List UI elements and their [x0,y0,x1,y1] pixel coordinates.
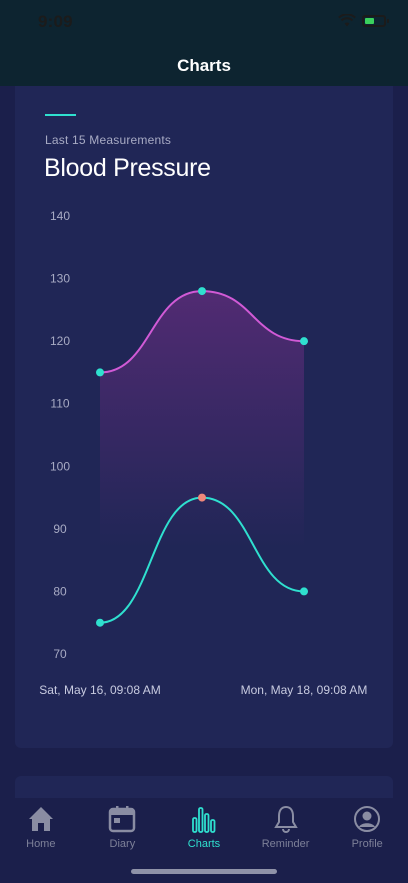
tab-reminder-label: Reminder [261,838,310,850]
status-time: 9:09 [38,12,73,31]
tab-diary[interactable]: Diary [82,798,164,883]
y-tick-label: 110 [50,397,69,411]
tab-charts-label: Charts [187,838,221,850]
battery-icon [362,14,389,27]
wifi-icon [338,14,356,27]
blood-pressure-chart: 140 130 120 110 100 90 80 70 Sat, May 16, 09:08… [39,209,368,697]
y-tick-label: 130 [50,272,70,286]
data-point[interactable] [300,587,308,596]
page-title: Charts [177,56,231,75]
tab-bar: Home Diary Charts [0,798,408,883]
tab-home-label: Home [26,838,56,850]
data-point[interactable] [96,368,104,377]
card-subtitle: Last 15 Measurements [45,133,172,147]
card-title: Blood Pressure [44,154,211,182]
bell-icon [273,805,298,833]
y-tick-label: 70 [53,647,67,661]
calendar-icon [109,806,136,833]
data-point[interactable] [198,493,206,502]
y-tick-label: 80 [53,584,67,598]
tab-profile[interactable]: Profile [326,798,408,883]
data-point[interactable] [300,337,308,346]
bar-chart-icon [192,807,216,833]
y-tick-label: 120 [50,334,70,348]
tab-diary-label: Diary [109,838,136,850]
series-area [100,291,304,548]
y-tick-label: 90 [53,522,67,536]
top-bar: 9:09 Charts [0,0,408,86]
tab-home[interactable]: Home [0,798,82,883]
y-tick-label: 140 [50,209,70,223]
profile-icon [354,806,381,832]
status-icons [338,14,389,27]
data-point[interactable] [198,287,206,296]
tab-profile-label: Profile [351,838,383,850]
tab-charts[interactable]: Charts [163,798,245,883]
home-indicator [131,869,277,874]
home-icon [28,807,53,831]
y-tick-label: 100 [50,459,70,473]
data-point[interactable] [96,618,104,627]
accent-divider [45,114,76,116]
x-tick-label-start: Sat, May 16, 09:08 AM [39,683,160,697]
tab-reminder[interactable]: Reminder [245,798,327,883]
x-tick-label-end: Mon, May 18, 09:08 AM [241,683,368,697]
